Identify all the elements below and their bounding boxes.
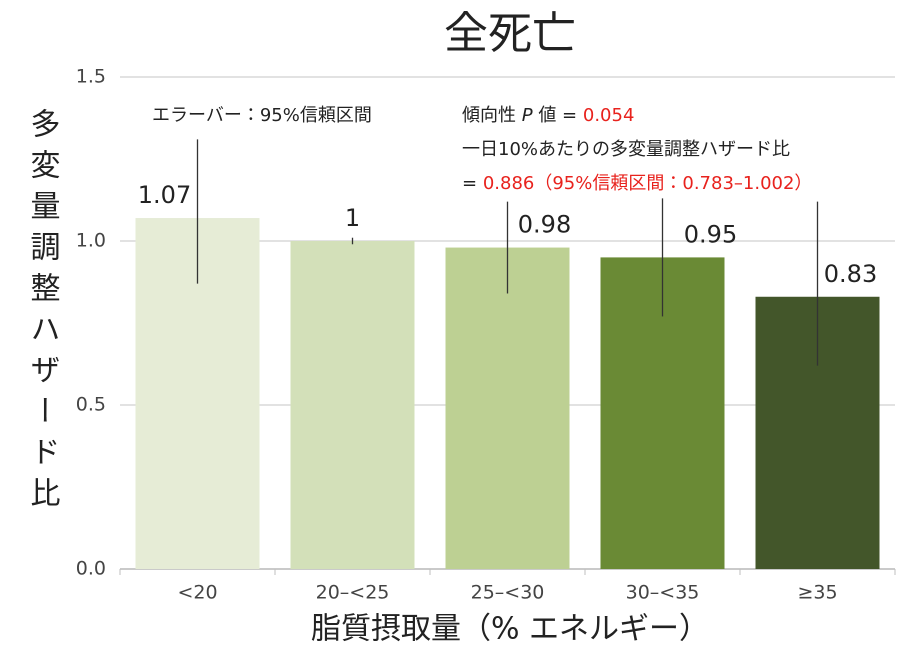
value-label: 0.83 (824, 260, 877, 288)
hazard-line: 一日10%あたりの多変量調整ハザード比 (462, 139, 790, 160)
y-tick-label: 1.5 (76, 66, 106, 88)
trend-value: 0.054 (583, 105, 635, 126)
hazard-value: 0.886（95%信頼区間：0.783–1.002） (483, 173, 813, 194)
trend-p: P (522, 105, 533, 126)
y-tick-label: 0.5 (76, 394, 106, 416)
x-tick-label: ≥35 (797, 582, 837, 604)
error-bar-note: エラーバー：95%信頼区間 (152, 105, 372, 126)
value-label: 0.95 (684, 220, 737, 248)
chart-title: 全死亡 (444, 8, 576, 59)
x-tick-label: 20–<25 (316, 582, 390, 604)
y-axis-label: 多変量調整ハザード比 (25, 108, 60, 518)
y-tick-label: 0.0 (76, 558, 106, 580)
hazard-eq: = (462, 173, 477, 194)
value-label: 1.07 (138, 181, 191, 209)
value-label: 1 (345, 204, 360, 232)
x-tick-label: 25–<30 (471, 582, 545, 604)
x-axis-label: 脂質摂取量（% エネルギー） (311, 612, 709, 647)
value-label: 0.98 (518, 211, 571, 239)
bar (445, 247, 570, 569)
trend-prefix: 傾向性 (462, 105, 516, 126)
bar (290, 241, 415, 569)
x-tick-label: <20 (177, 582, 217, 604)
x-tick-label: 30–<35 (626, 582, 700, 604)
y-tick-label: 1.0 (76, 230, 106, 252)
trend-note: 傾向性 P 値 = 0.054 (462, 105, 634, 126)
trend-eq: 値 = (538, 105, 577, 126)
hazard-note: = 0.886（95%信頼区間：0.783–1.002） (462, 173, 812, 194)
